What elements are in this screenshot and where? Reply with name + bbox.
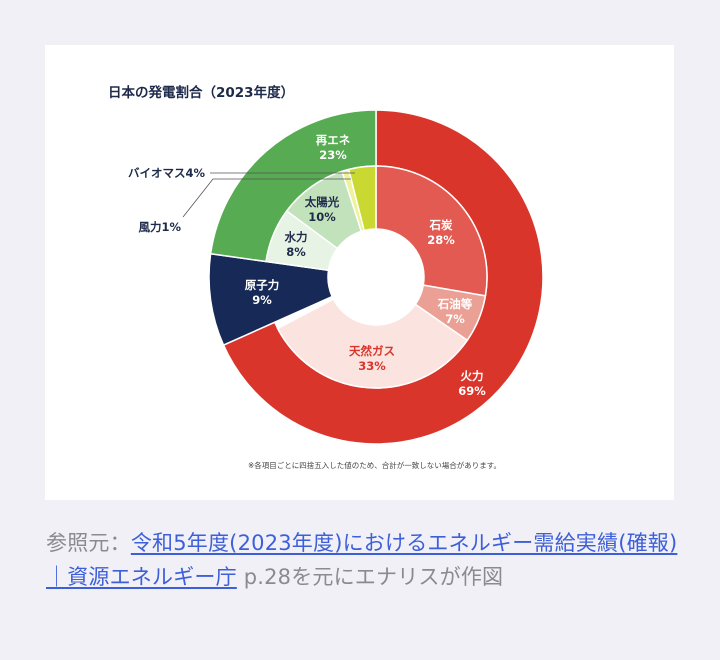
donut-chart: 日本の発電割合（2023年度） ※各項目ごとに四捨五入した値のため、合計が一致しな… [108, 84, 544, 470]
label-gas: 天然ガス 33% [349, 344, 395, 373]
label-biomass: バイオマス4% [128, 166, 206, 180]
chart-card: 日本の発電割合（2023年度） ※各項目ごとに四捨五入した値のため、合計が一致しな… [45, 45, 674, 500]
chart-title: 日本の発電割合（2023年度） [108, 84, 294, 101]
label-wind: 風力1% [138, 220, 181, 234]
label-oil: 石油等 7% [437, 297, 473, 326]
source-caption: 参照元：令和5年度(2023年度)におけるエネルギー需給実績(確報)｜資源エネル… [46, 526, 686, 594]
donut-hole [328, 229, 424, 325]
caption-prefix: 参照元： [46, 531, 131, 555]
label-coal: 石炭 28% [427, 218, 455, 247]
wind-leader-line [182, 178, 351, 218]
chart-footnote: ※各項目ごとに四捨五入した値のため、合計が一致しない場合があります。 [248, 460, 501, 470]
label-hydro: 水力 8% [285, 230, 308, 259]
source-link[interactable]: 令和5年度(2023年度)におけるエネルギー需給実績(確報)｜資源エネルギー庁 [46, 531, 678, 589]
label-nuclear: 原子力 9% [245, 278, 280, 307]
label-thermal: 火力 69% [458, 369, 486, 398]
label-renewables: 再エネ 23% [316, 133, 351, 162]
label-solar: 太陽光 10% [304, 195, 340, 224]
caption-suffix: p.28を元にエナリスが作図 [236, 565, 504, 589]
